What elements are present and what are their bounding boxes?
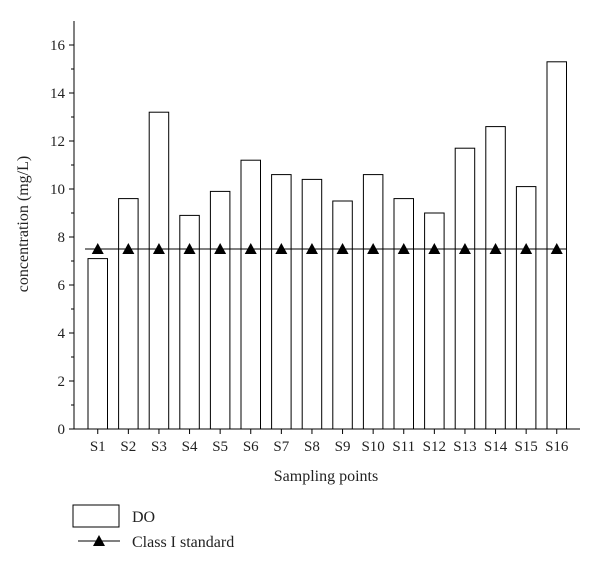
x-tick-label-s16: S16	[545, 439, 569, 455]
y-tick-label: 12	[50, 134, 65, 150]
standard-marker-s3	[152, 243, 165, 254]
bar-s3	[148, 111, 170, 430]
standard-marker-s15	[520, 243, 533, 254]
bar-s6	[240, 159, 261, 430]
y-axis-title: concentration (mg/L)	[15, 156, 32, 292]
x-tick-label-s5: S5	[212, 439, 228, 455]
standard-marker-s4	[183, 243, 196, 254]
x-tick-label-s9: S9	[335, 439, 351, 455]
bar-s15	[515, 186, 537, 430]
bar-s1	[87, 258, 108, 430]
y-tick-label: 4	[58, 326, 66, 342]
x-tick-label-s14: S14	[484, 439, 508, 455]
standard-marker-s1	[91, 243, 104, 254]
x-tick-label-s7: S7	[273, 439, 289, 455]
legend-label-standard: Class I standard	[132, 534, 234, 551]
standard-marker-s9	[336, 243, 349, 254]
y-tick-label: 10	[50, 182, 65, 198]
standard-marker-s13	[458, 243, 471, 254]
legend: DO Class I standard	[72, 504, 234, 551]
bar-s8	[301, 178, 323, 430]
x-tick-label-s10: S10	[361, 439, 384, 455]
x-tick-label-s15: S15	[514, 439, 537, 455]
standard-marker-s2	[122, 243, 135, 254]
y-tick-label: 2	[58, 374, 66, 390]
y-tick-label: 6	[58, 278, 66, 294]
x-tick-label-s4: S4	[182, 439, 198, 455]
x-tick-label-s12: S12	[423, 439, 446, 455]
bar-s2	[118, 198, 139, 430]
bar-s10	[362, 174, 384, 430]
legend-triangle-icon	[93, 535, 105, 546]
standard-marker-s14	[489, 243, 502, 254]
bar-s14	[485, 126, 506, 430]
standard-marker-s5	[214, 243, 227, 254]
x-tick-label-s6: S6	[243, 439, 259, 455]
x-tick-label-s3: S3	[151, 439, 167, 455]
standard-marker-s6	[244, 243, 257, 254]
bar-s7	[271, 174, 292, 430]
standard-marker-s11	[397, 243, 410, 254]
y-tick-label: 0	[58, 422, 66, 438]
legend-label-do: DO	[132, 509, 155, 526]
x-axis-title: Sampling points	[274, 468, 378, 485]
legend-swatch-do	[72, 504, 120, 528]
standard-marker-s10	[367, 243, 380, 254]
axes: 0 2 4 6 8 10 12 14 16 S1 S2 S3 S4 S5 S6 S7 S8 S9 S10 S11 S12…	[50, 21, 580, 455]
y-tick-label: 14	[50, 86, 66, 102]
bar-s5	[209, 190, 231, 430]
plot-area	[85, 61, 567, 430]
x-tick-label-s2: S2	[120, 439, 136, 455]
x-tick-label-s8: S8	[304, 439, 320, 455]
x-tick-label-s11: S11	[392, 439, 415, 455]
y-tick-label: 8	[58, 230, 66, 246]
standard-marker-s16	[550, 243, 563, 254]
standard-marker-s8	[305, 243, 318, 254]
x-tick-label-s13: S13	[453, 439, 476, 455]
bar-s13	[454, 147, 476, 430]
bar-s11	[393, 198, 414, 430]
standard-marker-s7	[275, 243, 288, 254]
x-tick-label-s1: S1	[90, 439, 106, 455]
y-tick-label: 16	[50, 38, 66, 54]
standard-marker-s12	[428, 243, 441, 254]
bar-s9	[332, 200, 353, 430]
